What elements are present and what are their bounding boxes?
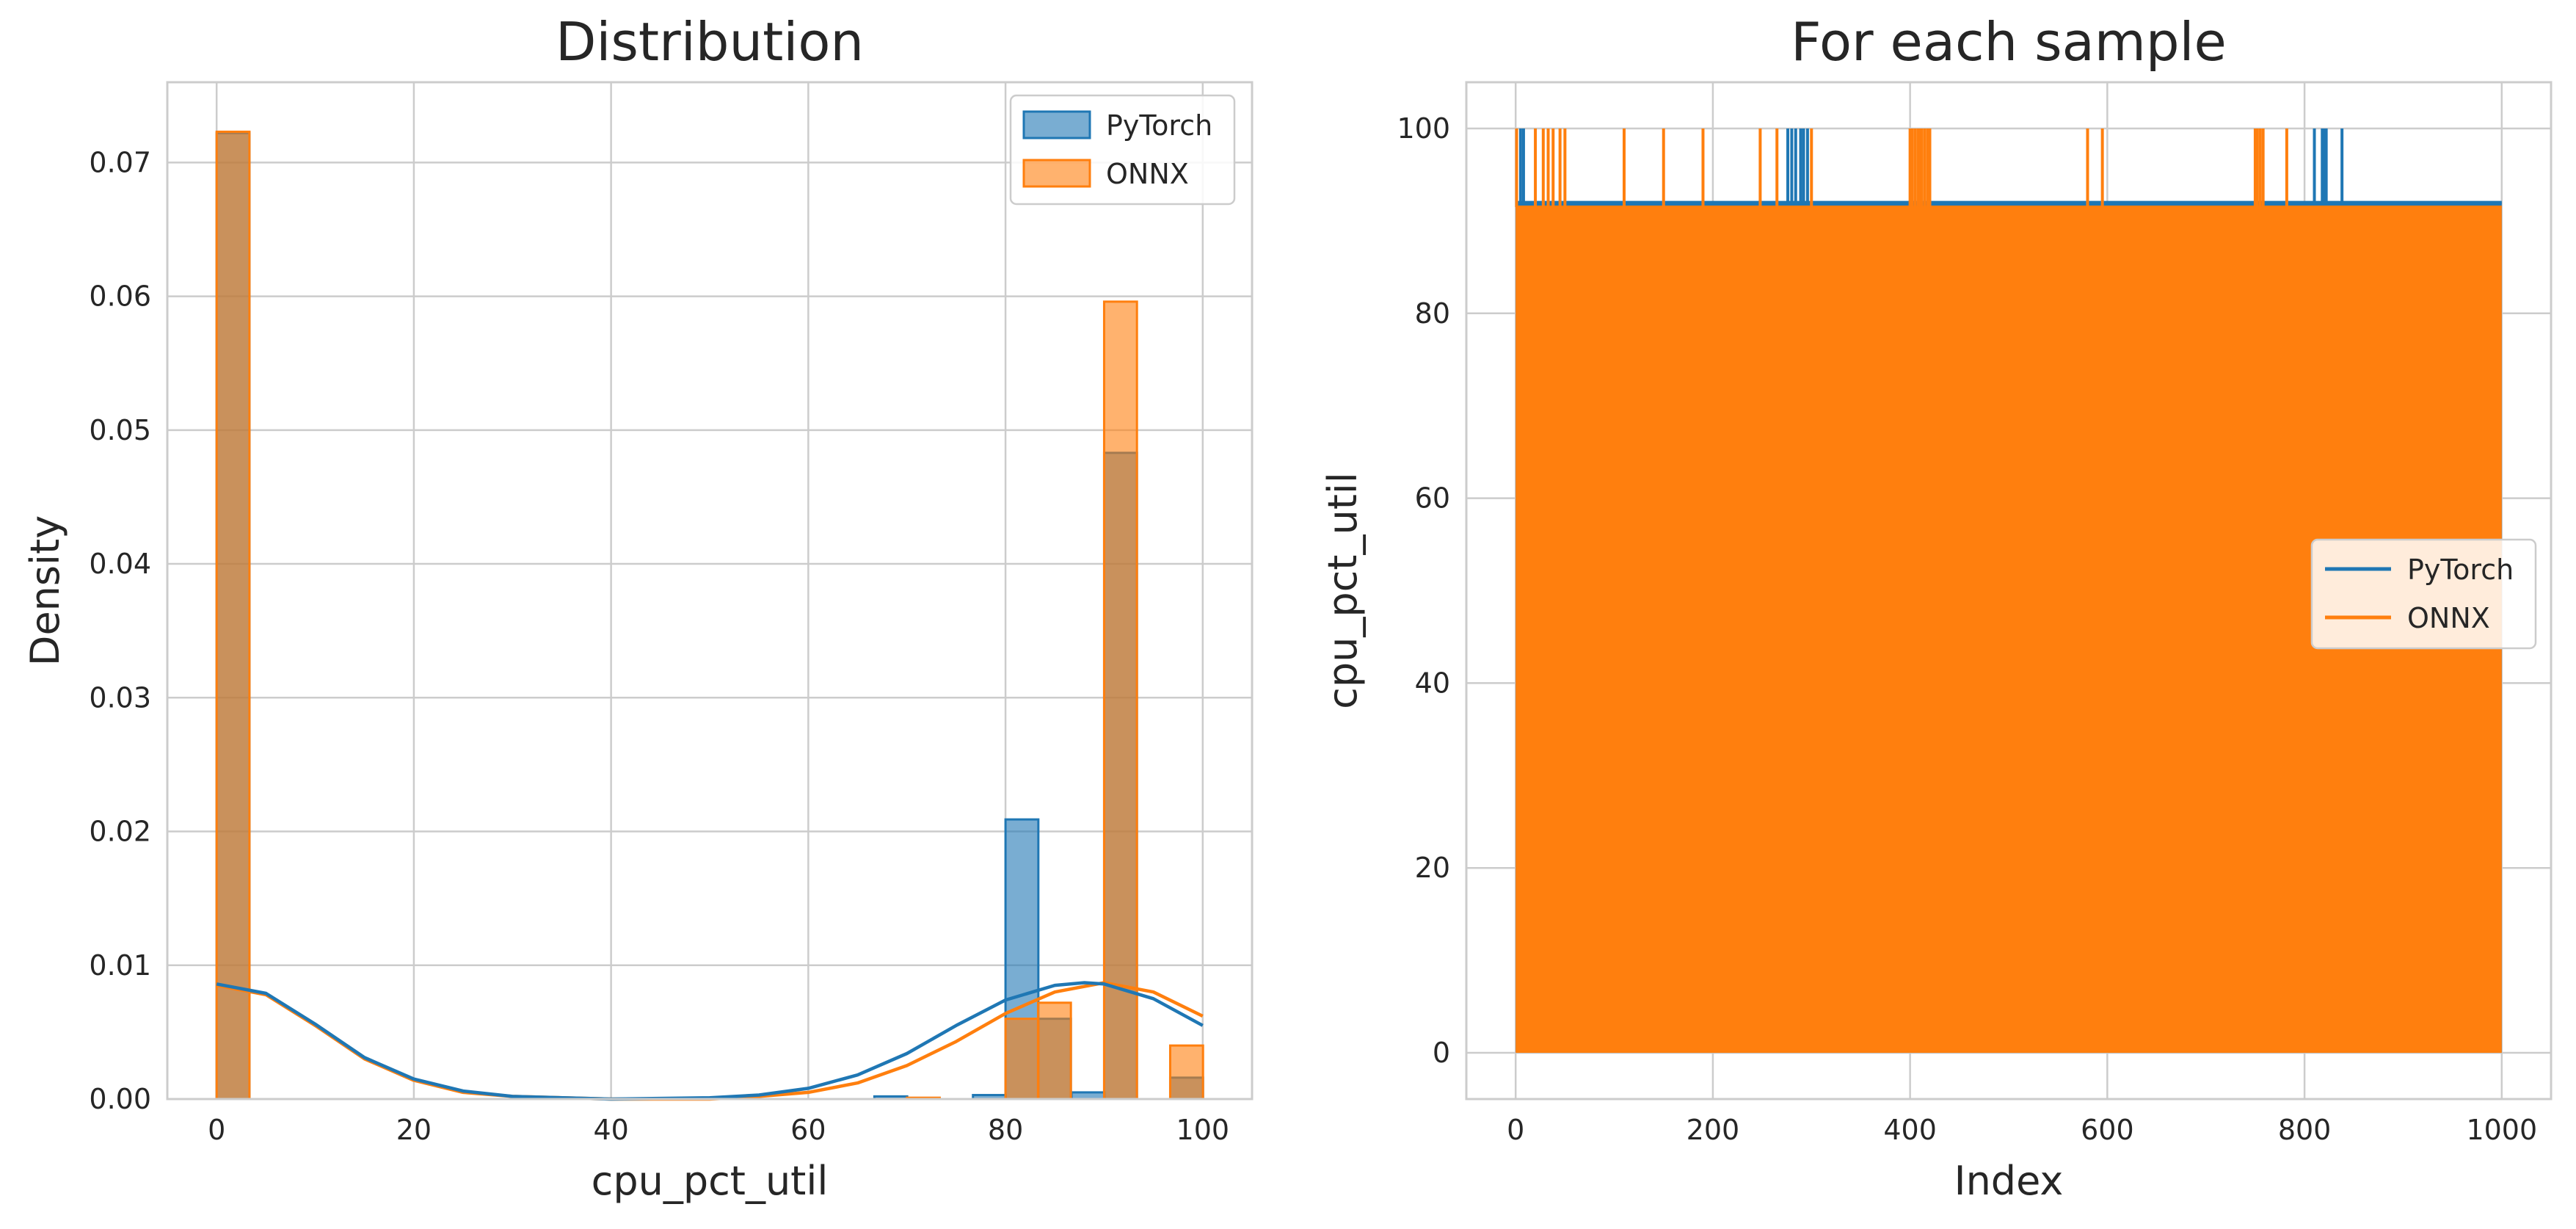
distribution-tick-labels: 0 20 40 60 80 100 0.00 0.01 0.02 0.03 0.04 0.05 0.06… — [89, 146, 1229, 1146]
per-sample-title: For each sample — [1791, 11, 2227, 73]
distribution-x-axis-label: cpu_pct_util — [592, 1158, 829, 1204]
x-tick-label: 100 — [1176, 1114, 1230, 1146]
x-tick-label: 800 — [2278, 1114, 2332, 1146]
legend-swatch-pytorch — [1022, 110, 1091, 139]
x-tick-label: 0 — [1507, 1114, 1524, 1146]
per-sample-tick-labels: 0 200 400 600 800 1000 0 20 40 60 80 100 — [1397, 112, 2537, 1146]
legend-entry-pytorch: PyTorch — [2407, 554, 2514, 586]
histogram-bar-onnx — [1036, 1001, 1072, 1101]
per-sample-frame — [1465, 81, 2553, 1101]
legend-entry-onnx: ONNX — [1106, 158, 1189, 190]
y-tick-label: 80 — [1415, 297, 1450, 330]
y-tick-label: 0.05 — [89, 414, 151, 446]
y-tick-label: 0.03 — [89, 681, 151, 714]
x-tick-label: 80 — [988, 1114, 1023, 1146]
y-tick-label: 0.01 — [89, 949, 151, 982]
x-tick-label: 400 — [1883, 1114, 1937, 1146]
distribution-subplot: 0 20 40 60 80 100 0.00 0.01 0.02 0.03 0.04 0.05 0.06… — [22, 11, 1254, 1204]
distribution-frame — [166, 81, 1254, 1101]
distribution-y-axis-label: Density — [22, 515, 68, 666]
kde-line-pytorch — [216, 981, 1204, 1101]
x-tick-label: 40 — [593, 1114, 628, 1146]
distribution-legend: PyTorch ONNX — [1009, 94, 1236, 206]
legend-entry-onnx: ONNX — [2407, 602, 2490, 634]
per-sample-subplot: 0 200 400 600 800 1000 0 20 40 60 80 100 For each s… — [1320, 11, 2553, 1204]
histogram-bar-onnx — [1102, 300, 1138, 1101]
x-tick-label: 60 — [790, 1114, 826, 1146]
histogram-bar-onnx — [1168, 1044, 1204, 1101]
y-tick-label: 0.06 — [89, 280, 151, 313]
histogram-bar-onnx — [215, 130, 251, 1101]
distribution-kde-lines — [216, 981, 1204, 1101]
y-tick-label: 100 — [1397, 112, 1450, 145]
per-sample-legend: PyTorch ONNX — [2310, 538, 2537, 650]
distribution-bars — [215, 130, 1204, 1101]
x-tick-label: 0 — [208, 1114, 225, 1146]
distribution-plot-area — [167, 82, 1252, 1099]
y-tick-label: 0.04 — [89, 548, 151, 580]
y-tick-label: 60 — [1415, 482, 1450, 515]
y-tick-label: 40 — [1415, 667, 1450, 699]
y-tick-label: 0.02 — [89, 816, 151, 848]
x-tick-label: 1000 — [2466, 1114, 2537, 1146]
x-tick-label: 600 — [2081, 1114, 2134, 1146]
x-tick-label: 20 — [396, 1114, 432, 1146]
legend-entry-pytorch: PyTorch — [1106, 109, 1212, 142]
histogram-bar-onnx — [1004, 1018, 1040, 1101]
y-tick-label: 0 — [1433, 1037, 1450, 1069]
y-tick-label: 20 — [1415, 852, 1450, 884]
per-sample-y-axis-label: cpu_pct_util — [1320, 472, 1366, 709]
distribution-title: Distribution — [556, 11, 864, 73]
y-tick-label: 0.07 — [89, 146, 151, 178]
legend-swatch-onnx — [1022, 159, 1091, 188]
x-tick-label: 200 — [1687, 1114, 1740, 1146]
y-tick-label: 0.00 — [89, 1083, 151, 1115]
per-sample-legend-box — [2310, 538, 2537, 650]
per-sample-x-axis-label: Index — [1954, 1158, 2064, 1204]
